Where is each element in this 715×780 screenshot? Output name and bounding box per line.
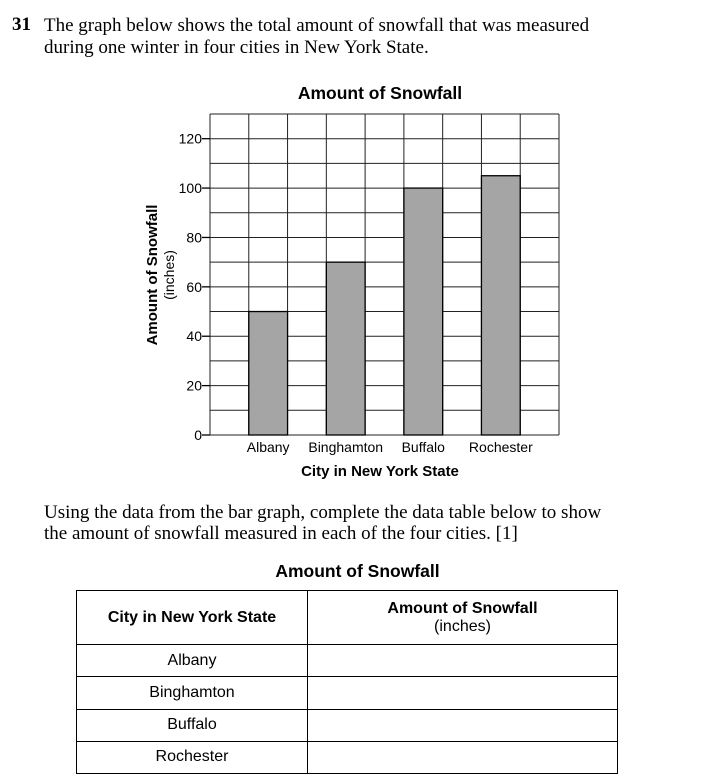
table-header-row: City in New York State Amount of Snowfal…	[76, 589, 618, 646]
table-row: Buffalo	[76, 708, 618, 742]
y-tick-label: 80	[186, 229, 202, 245]
chart-title: Amount of Snowfall	[298, 83, 462, 103]
row-amount-input[interactable]	[307, 708, 618, 742]
x-axis-label: City in New York State	[301, 463, 459, 480]
y-tick-label: 120	[179, 131, 203, 147]
snowfall-data-table: City in New York State Amount of Snowfal…	[76, 589, 618, 775]
table-row: Binghamton	[76, 676, 618, 710]
row-city: Binghamton	[76, 676, 308, 710]
instruction-line-1: Using the data from the bar graph, compl…	[44, 502, 602, 523]
bar-buffalo	[403, 187, 444, 436]
row-city: Albany	[76, 644, 308, 678]
bar-binghamton	[325, 261, 366, 436]
x-tick-label: Buffalo	[402, 439, 446, 455]
y-tick-label: 0	[194, 427, 202, 443]
y-tick-label: 100	[179, 180, 203, 196]
question-text-line-2: during one winter in four cities in New …	[44, 37, 429, 58]
bar-rochester	[480, 175, 521, 436]
table-row: Rochester	[76, 740, 618, 775]
row-amount-input[interactable]	[307, 644, 618, 678]
y-tick-label: 20	[186, 378, 202, 394]
row-amount-input[interactable]	[307, 740, 618, 775]
question-text-line-1: The graph below shows the total amount o…	[44, 15, 590, 36]
header-amount: Amount of Snowfall (inches)	[307, 589, 618, 646]
header-city: City in New York State	[76, 589, 308, 646]
row-city: Rochester	[76, 740, 308, 775]
y-tick-label: 40	[186, 328, 202, 344]
bar-albany	[248, 310, 289, 436]
x-tick-label: Albany	[247, 439, 290, 455]
row-amount-input[interactable]	[307, 676, 618, 710]
question-number: 31	[12, 14, 31, 35]
row-city: Buffalo	[76, 708, 308, 742]
y-axis-unit: (inches)	[161, 250, 177, 300]
table-title: Amount of Snowfall	[275, 561, 440, 581]
x-tick-label: Binghamton	[308, 439, 383, 455]
header-amount-unit: (inches)	[434, 617, 491, 635]
y-axis-label: Amount of Snowfall	[144, 205, 161, 346]
header-amount-label: Amount of Snowfall	[387, 599, 538, 617]
snowfall-bar-chart: 0 20 40 60 80 100 120 Albany Binghamton Buffalo Ro…	[144, 83, 560, 480]
instruction-line-2: the amount of snowfall measured in each …	[44, 523, 518, 544]
y-tick-label: 60	[186, 279, 202, 295]
x-tick-label: Rochester	[469, 439, 533, 455]
table-row: Albany	[76, 644, 618, 678]
